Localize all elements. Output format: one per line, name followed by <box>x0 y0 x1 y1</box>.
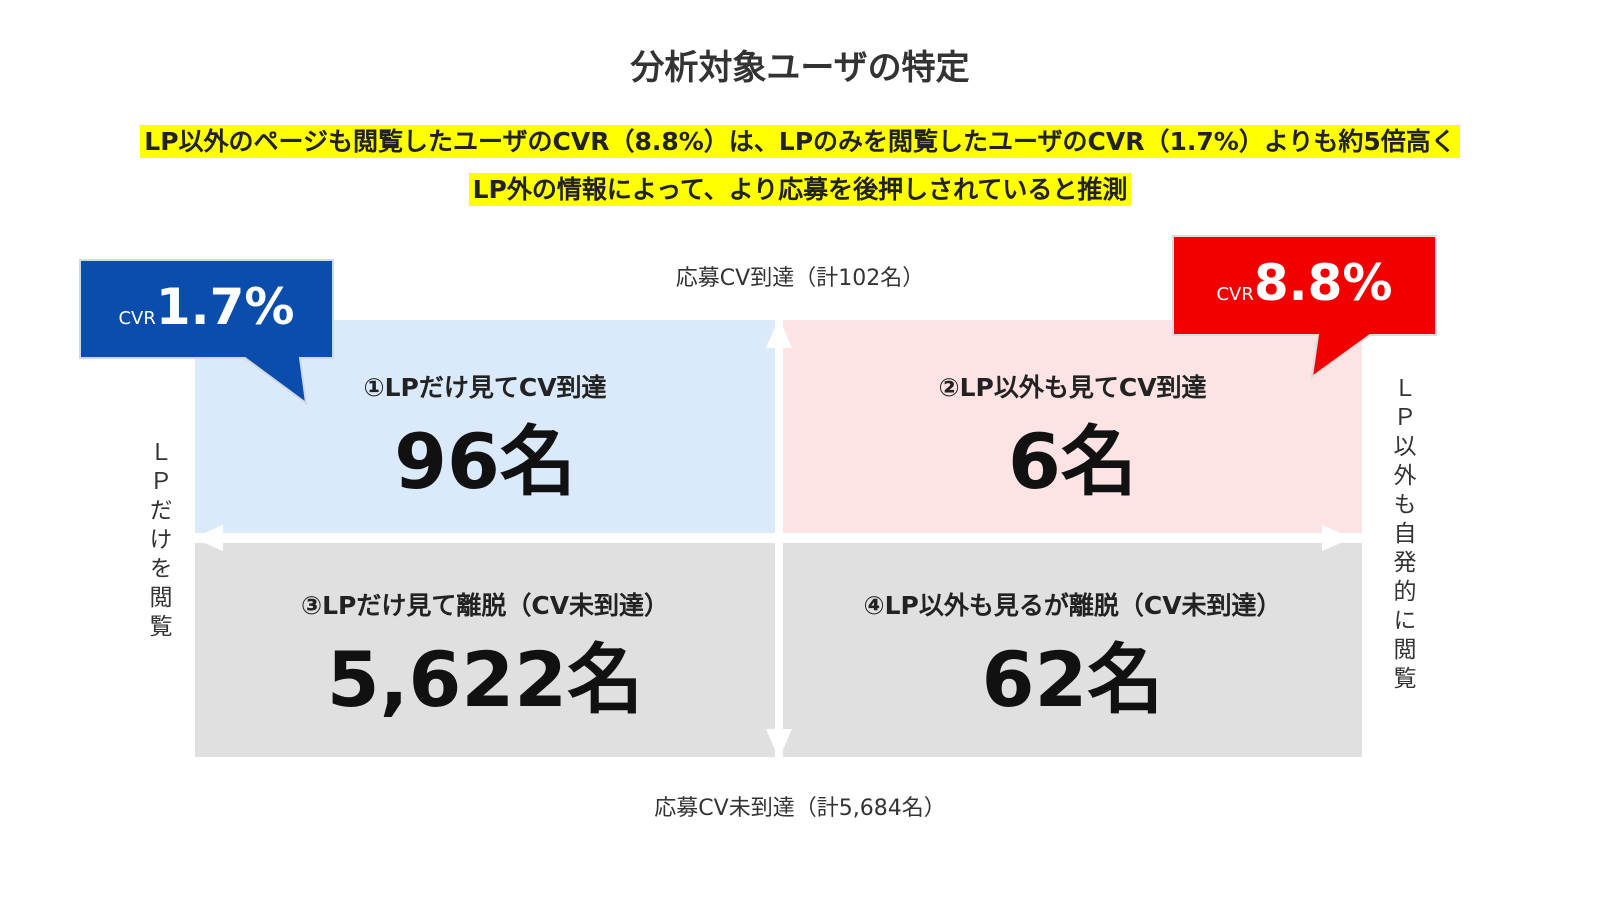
callout-red <box>1172 235 1437 380</box>
highlight-text: LP以外のページも閲覧したユーザのCVR（8.8%）は、LPのみを閲覧したユーザ… <box>140 125 1460 158</box>
quadrant-label: ③LPだけ見て離脱（CV未到達） <box>300 591 670 620</box>
axis-right: ＬＰ以外も自発的に閲覧 <box>1389 376 1415 695</box>
callout-prefix: CVR <box>118 308 156 329</box>
callout-value: 1.7% <box>155 278 295 336</box>
quadrant-label: ④LP以外も見るが離脱（CV未到達） <box>863 591 1282 620</box>
quadrant-count: 62名 <box>981 635 1164 724</box>
callout-prefix: CVR <box>1216 284 1254 305</box>
axis-left: ＬＰだけを閲覧 <box>145 440 171 643</box>
callout: CVR1.7% <box>80 278 333 336</box>
quadrant-count: 6名 <box>1008 417 1137 506</box>
quadrant-label: ①LPだけ見てCV到達 <box>363 373 607 402</box>
axis-top: 応募CV到達（計102名） <box>675 266 925 291</box>
quadrant-bg <box>783 320 1362 533</box>
arrow-heads <box>193 318 1352 759</box>
axis-arrows <box>215 340 1330 740</box>
quadrant-bg <box>783 543 1362 757</box>
highlight-text: LP外の情報によって、より応募を後押しされていると推測 <box>468 173 1132 206</box>
quadrant-label: ②LP以外も見てCV到達 <box>938 373 1207 402</box>
quadrant-count: 5,622名 <box>326 635 644 724</box>
axis-bottom: 応募CV未到達（計5,684名） <box>654 796 946 821</box>
callout: CVR8.8% <box>1173 254 1436 312</box>
callout-value: 8.8% <box>1253 254 1393 312</box>
title: 分析対象ユーザの特定 <box>630 48 970 88</box>
callout-blue <box>79 259 334 406</box>
highlight: LP以外のページも閲覧したユーザのCVR（8.8%）は、LPのみを閲覧したユーザ… <box>0 122 1600 158</box>
quadrant-count: 96名 <box>394 417 576 506</box>
quadrant-bg <box>195 543 775 757</box>
highlight: LP外の情報によって、より応募を後押しされていると推測 <box>0 170 1600 206</box>
